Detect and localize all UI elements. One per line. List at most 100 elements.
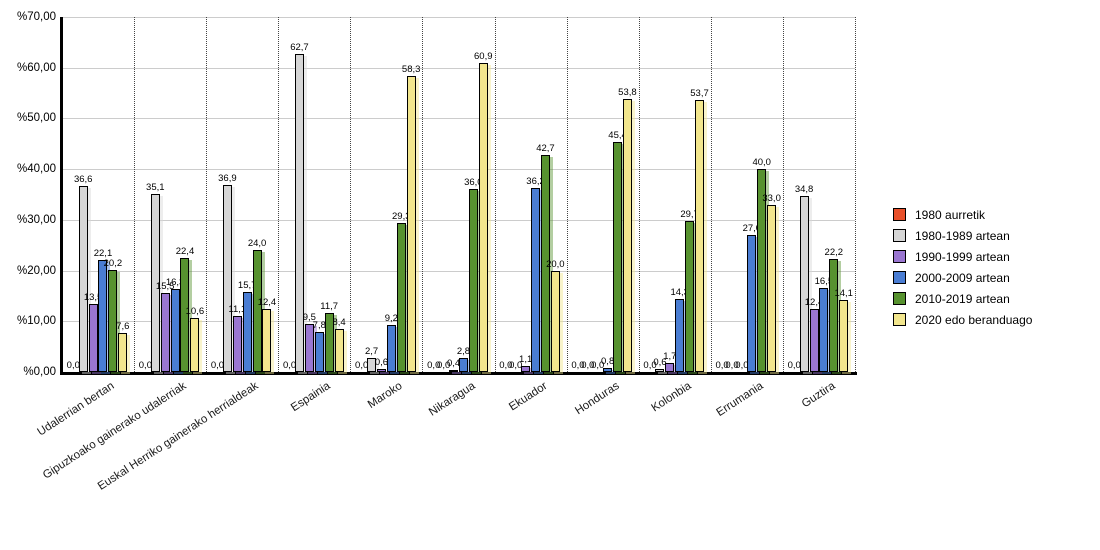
- category-separator: [350, 17, 352, 372]
- legend-label: 2010-2019 artean: [915, 291, 1010, 306]
- bar-value-label: 15,5: [155, 281, 175, 293]
- bar-value-label: 8,4: [332, 317, 346, 329]
- y-axis-tick-label: %20,00: [16, 264, 56, 277]
- bar-value-label: 0,0: [571, 360, 585, 371]
- bar-2000-2009-artean: [819, 288, 829, 372]
- bar-value-label: 12,4: [257, 297, 277, 309]
- legend-label: 2020 edo beranduago: [915, 312, 1033, 327]
- gridline: [62, 270, 855, 272]
- bar-2010-2019-artean: [540, 155, 550, 372]
- bar-2000-2009-artean: [458, 357, 468, 372]
- bar-value-label: 0,0: [282, 360, 297, 371]
- bar-2020-edo-beranduago: [622, 99, 632, 372]
- bar-1980-1989-artean: [150, 193, 160, 372]
- legend-item: 2010-2019 artean: [893, 288, 1032, 309]
- bar-value-label: 29,3: [392, 211, 411, 223]
- bar-value-label: 27,0: [742, 223, 762, 235]
- bar-value-label: 40,0: [752, 157, 771, 169]
- legend-swatch-icon: [893, 292, 906, 305]
- y-axis-tick-label: %0,00: [23, 366, 56, 378]
- x-axis-category-label: Maroko: [366, 380, 405, 411]
- bar-value-label: 11,7: [320, 300, 339, 312]
- bar-2010-2019-artean: [180, 258, 190, 372]
- x-axis-category-label: Ekuador: [506, 380, 550, 414]
- legend-swatch-icon: [893, 208, 906, 221]
- bar-value-label: 0,0: [427, 360, 441, 371]
- bar-value-label: 1,7: [663, 351, 677, 363]
- bar-value-label: 0,8: [601, 355, 615, 367]
- bar-2000-2009-artean: [170, 289, 180, 372]
- category-separator: [566, 17, 568, 372]
- bar-value-label: 1,1: [519, 354, 533, 366]
- bar-value-label: 10,6: [185, 306, 205, 318]
- bar-2020-edo-beranduago: [118, 333, 128, 372]
- bar-value-label: 14,1: [834, 288, 853, 300]
- y-axis-tick-label: %30,00: [16, 213, 56, 226]
- bar-value-label: 36,6: [73, 174, 93, 186]
- bar-2010-2019-artean: [108, 269, 118, 372]
- bar-1990-1999-artean: [88, 303, 98, 372]
- bar-value-label: 36,9: [218, 172, 237, 184]
- legend-label: 1980-1989 artean: [915, 228, 1010, 243]
- bar-value-label: 2,8: [456, 345, 471, 357]
- bar-2010-2019-artean: [613, 141, 623, 372]
- x-axis-category-label: Gipuzkoako gainerako udalerriak: [41, 380, 189, 482]
- bar-2000-2009-artean: [747, 235, 757, 372]
- bar-value-label: 36,2: [526, 176, 545, 188]
- y-axis-tick-label: %50,00: [16, 112, 56, 125]
- bar-value-label: 7,8: [312, 320, 326, 332]
- bar-value-label: 14,3: [670, 287, 689, 299]
- bar-1980-1989-artean: [222, 184, 232, 372]
- bar-value-label: 60,9: [474, 51, 493, 63]
- y-axis-tick-label: %40,00: [16, 163, 56, 176]
- bar-value-label: 0,0: [581, 360, 595, 371]
- legend-label: 1990-1999 artean: [915, 249, 1010, 264]
- legend-item: 2000-2009 artean: [893, 267, 1032, 288]
- bar-2020-edo-beranduago: [262, 309, 272, 372]
- bar-2020-edo-beranduago: [334, 329, 344, 372]
- bar-value-label: 0,4: [446, 357, 461, 369]
- category-separator: [206, 17, 208, 372]
- y-axis-tick-label: %10,00: [16, 315, 56, 328]
- bar-value-label: 22,4: [175, 246, 195, 258]
- bar-2020-edo-beranduago: [839, 300, 849, 372]
- bar-2010-2019-artean: [468, 189, 478, 372]
- bar-1980-1989-artean: [78, 186, 88, 372]
- x-axis-line: [60, 372, 857, 375]
- bar-value-label: 0,0: [66, 360, 80, 371]
- bar-1990-1999-artean: [376, 368, 386, 372]
- bar-value-label: 53,7: [690, 87, 709, 99]
- bar-value-label: 22,2: [824, 247, 844, 259]
- bar-value-label: 16,3: [165, 277, 185, 289]
- bar-value-label: 45,4: [608, 129, 627, 141]
- legend-swatch-icon: [893, 250, 906, 263]
- bar-2020-edo-beranduago: [478, 63, 488, 372]
- bar-2000-2009-artean: [603, 367, 613, 372]
- category-separator: [422, 17, 424, 372]
- legend-item: 2020 edo beranduago: [893, 309, 1032, 330]
- bar-value-label: 62,7: [290, 42, 309, 54]
- bar-value-label: 0,0: [437, 360, 451, 371]
- gridline: [62, 321, 855, 323]
- bar-1990-1999-artean: [160, 293, 170, 372]
- category-separator: [494, 17, 496, 372]
- bar-1990-1999-artean: [304, 323, 314, 372]
- bar-value-label: 29,7: [680, 209, 699, 221]
- y-axis-tick-label: %70,00: [16, 11, 56, 23]
- bar-value-label: 0,0: [591, 360, 605, 371]
- category-separator: [710, 17, 712, 372]
- bar-2010-2019-artean: [685, 221, 695, 372]
- category-separator: [134, 17, 136, 372]
- bar-value-label: 0,6: [374, 356, 389, 368]
- y-axis-line: [60, 17, 63, 374]
- bar-value-label: 0,0: [355, 360, 369, 371]
- bar-2010-2019-artean: [396, 223, 406, 372]
- bar-value-label: 9,2: [384, 313, 398, 325]
- bar-value-label: 9,5: [302, 311, 316, 323]
- x-axis-category-label: Guztira: [799, 380, 838, 411]
- bar-2000-2009-artean: [675, 299, 685, 372]
- bar-2010-2019-artean: [252, 250, 262, 372]
- bar-2020-edo-beranduago: [695, 99, 705, 372]
